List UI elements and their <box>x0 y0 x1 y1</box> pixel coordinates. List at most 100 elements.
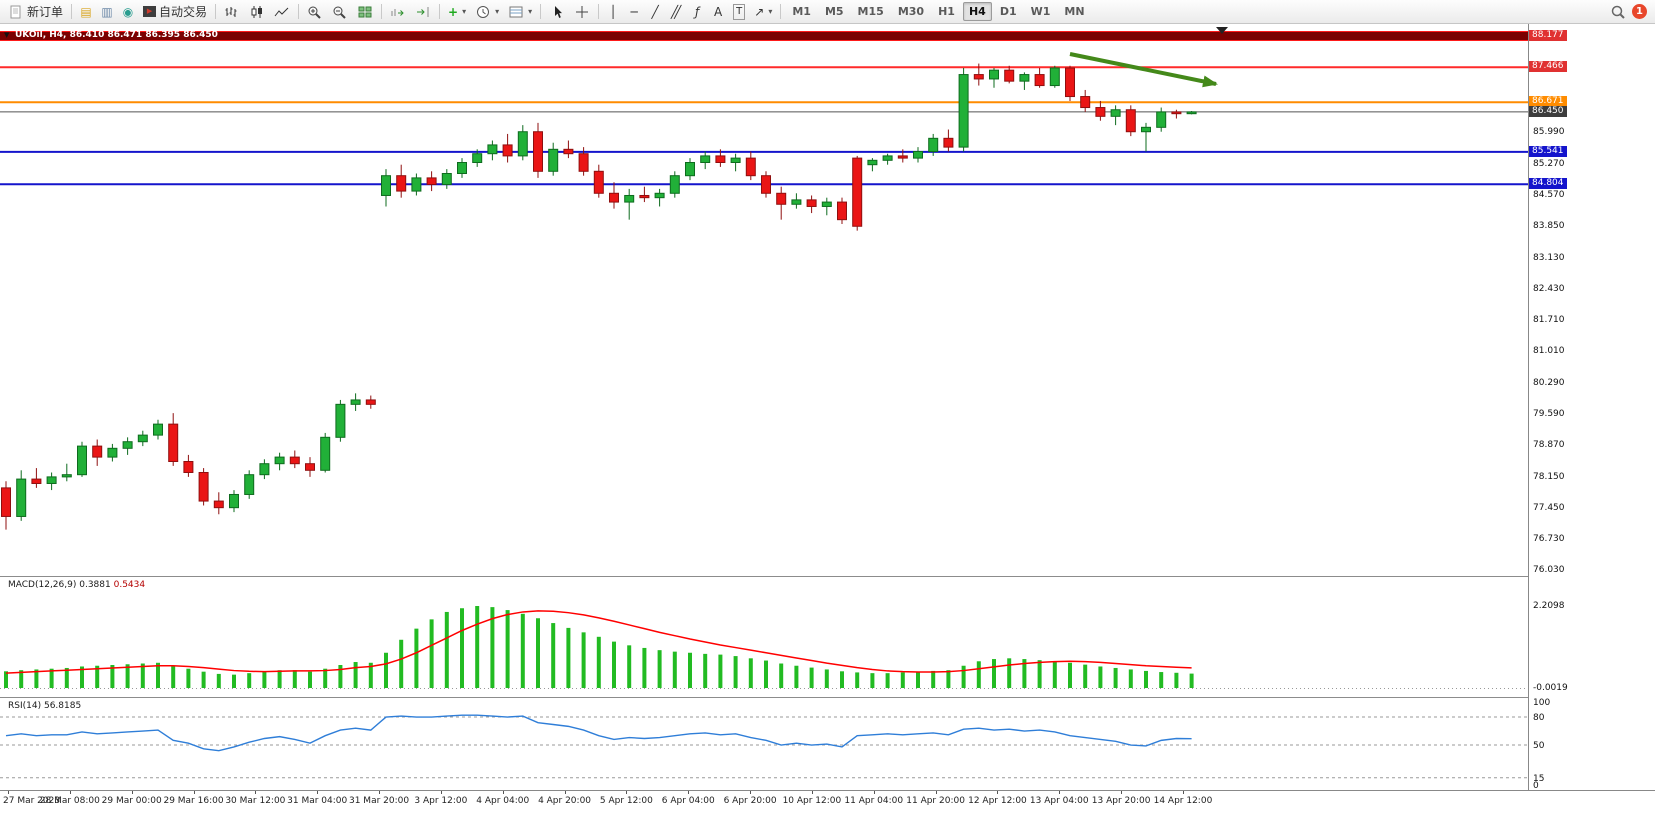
terminal-button[interactable]: ◉ <box>118 2 138 22</box>
autotrading-label: 自动交易 <box>159 5 208 19</box>
chevron-down-icon: ▾ <box>495 7 500 16</box>
fibonacci-button[interactable]: ƒ <box>687 2 707 22</box>
price-marker-84.804: 84.804 <box>1529 178 1567 190</box>
market-watch-icon: ▤ <box>80 4 92 19</box>
price-axis[interactable]: 85.990 85.270 84.570 83.850 83.130 82.430 81.7… <box>1528 24 1590 791</box>
time-label: 31 Mar 20:00 <box>348 796 410 806</box>
chevron-down-icon: ▾ <box>462 7 467 16</box>
macd-histogram-bar <box>733 656 738 688</box>
candle <box>198 471 209 502</box>
macd-histogram-bar <box>1052 661 1057 688</box>
periods-button[interactable]: ▾ <box>471 2 503 22</box>
rsi-name: RSI(14) <box>8 701 42 711</box>
time-tick <box>997 791 999 794</box>
macd-histogram-bar <box>809 667 814 688</box>
indicators-button[interactable]: + ▾ <box>444 2 470 22</box>
macd-histogram-bar <box>460 608 464 688</box>
time-label: 27 Mar 2023 <box>3 796 61 806</box>
text-label-button[interactable]: T <box>729 2 749 22</box>
timeframe-button-H1[interactable]: H1 <box>938 5 955 18</box>
macd-histogram-bar <box>566 627 571 688</box>
separator <box>598 4 600 19</box>
tile-windows-button[interactable] <box>353 2 377 22</box>
chart-shift-marker[interactable] <box>1216 27 1228 34</box>
timeframe-button-H4[interactable]: H4 <box>962 2 992 21</box>
market-watch-button[interactable]: ▤ <box>76 2 96 22</box>
window-menu-caret-icon[interactable]: ▼ <box>4 31 10 39</box>
candlestick-chart-button[interactable] <box>245 2 269 22</box>
macd-histogram-bar <box>1007 658 1012 688</box>
autotrading-button[interactable]: ▶ 自动交易 <box>139 2 211 22</box>
candle <box>685 162 695 177</box>
macd-histogram-bar <box>1098 666 1103 688</box>
templates-button[interactable]: ▾ <box>504 2 536 22</box>
indicators-plus-icon: + <box>448 4 459 19</box>
new-order-button[interactable]: 新订单 <box>4 2 67 22</box>
trendline-button[interactable]: ╱ <box>645 2 665 22</box>
macd-histogram-bar <box>232 674 236 688</box>
auto-scroll-button[interactable] <box>386 2 410 22</box>
search-icon[interactable] <box>1610 4 1626 20</box>
candle <box>229 493 239 509</box>
template-icon <box>509 6 523 17</box>
arrows-button[interactable]: ↗ ▾ <box>750 2 776 22</box>
timeframe-button-M1[interactable]: M1 <box>792 5 811 18</box>
candle <box>806 199 817 207</box>
line-chart-button[interactable] <box>270 2 294 22</box>
macd-histogram-bar <box>1159 672 1164 688</box>
candle <box>654 192 665 199</box>
price-tick-label: 80.290 <box>1533 377 1565 388</box>
timeframe-group: M1 M5 M15 M30 H1 H4 D1 W1 MN <box>785 2 1091 21</box>
timeframe-button-W1[interactable]: W1 <box>1030 5 1051 18</box>
time-tick <box>935 791 937 794</box>
macd-histogram-bar <box>186 668 191 688</box>
macd-histogram-bar <box>596 636 601 688</box>
price-tick-label: 85.990 <box>1533 127 1565 138</box>
macd-histogram-bar <box>581 632 586 688</box>
time-label: 10 Apr 12:00 <box>782 796 842 806</box>
time-label: 11 Apr 20:00 <box>906 796 965 806</box>
macd-histogram-bar <box>80 666 84 688</box>
crosshair-button[interactable] <box>570 2 594 22</box>
horizontal-line-button[interactable]: ─ <box>624 2 644 22</box>
text-button[interactable]: A <box>708 2 728 22</box>
price-tick-label: 78.150 <box>1533 471 1565 482</box>
timeframe-button-M30[interactable]: M30 <box>897 5 925 18</box>
macd-histogram-bar <box>216 673 221 688</box>
timeframe-button-M15[interactable]: M15 <box>857 5 884 18</box>
horizontal-line-icon: ─ <box>630 4 638 19</box>
zoom-in-button[interactable] <box>303 2 327 22</box>
candle <box>548 148 559 172</box>
candle <box>441 172 452 185</box>
time-tick <box>1121 791 1123 794</box>
time-label: 5 Apr 12:00 <box>599 796 653 806</box>
vertical-line-button[interactable]: │ <box>603 2 623 22</box>
macd-histogram-bar <box>384 652 388 688</box>
trend-arrow-annotation[interactable] <box>1069 52 1218 88</box>
timeframe-button-M5[interactable]: M5 <box>824 5 844 18</box>
macd-histogram-bar <box>1128 669 1133 688</box>
zoom-out-button[interactable] <box>328 2 352 22</box>
candle <box>1019 74 1030 82</box>
cursor-button[interactable] <box>545 2 569 22</box>
chart-shift-button[interactable] <box>411 2 435 22</box>
navigator-button[interactable]: ▥ <box>97 2 117 22</box>
timeframe-button-MN[interactable]: MN <box>1064 5 1085 18</box>
time-axis[interactable]: 27 Mar 2023 28 Mar 08:00 29 Mar 00:00 29 Ma… <box>0 790 1655 818</box>
price-tick-label: 76.030 <box>1533 565 1565 576</box>
chart-plot-area[interactable] <box>0 24 1528 790</box>
time-tick <box>255 791 257 794</box>
separator <box>215 4 217 19</box>
channel-button[interactable]: ╱╱ <box>666 2 686 22</box>
notification-badge[interactable]: 1 <box>1632 4 1647 19</box>
time-label: 3 Apr 12:00 <box>414 796 468 806</box>
macd-histogram-bar <box>429 619 434 688</box>
candle <box>624 194 635 203</box>
time-label: 4 Apr 20:00 <box>538 796 592 806</box>
time-label: 6 Apr 04:00 <box>661 796 715 806</box>
timeframe-button-D1[interactable]: D1 <box>999 5 1017 18</box>
price-tick-label: 79.590 <box>1533 408 1565 419</box>
bar-chart-button[interactable] <box>220 2 244 22</box>
macd-histogram-bar <box>444 611 449 688</box>
hline-88.177[interactable] <box>0 32 1528 40</box>
